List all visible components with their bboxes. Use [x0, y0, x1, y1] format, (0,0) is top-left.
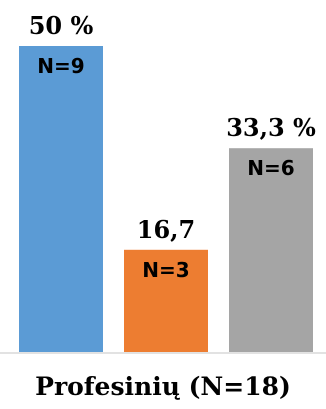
bar-1-value-label: 50 %: [29, 11, 94, 40]
x-axis-category-label: Profesinių (N=18): [35, 372, 291, 401]
bar-3-n-label: N=6: [247, 156, 294, 180]
bar-2-value-label: 16,7: [137, 215, 195, 244]
bar-1: [19, 46, 103, 352]
bar-2: [124, 249, 208, 352]
bar-2-n-label: N=3: [142, 258, 189, 282]
bars-group: N=9 50 % N=3 16,7 N=6 33,3 %: [19, 11, 316, 352]
bar-1-n-label: N=9: [37, 54, 84, 78]
bar-3: [229, 148, 313, 352]
bar-3-value-label: 33,3 %: [226, 113, 316, 142]
